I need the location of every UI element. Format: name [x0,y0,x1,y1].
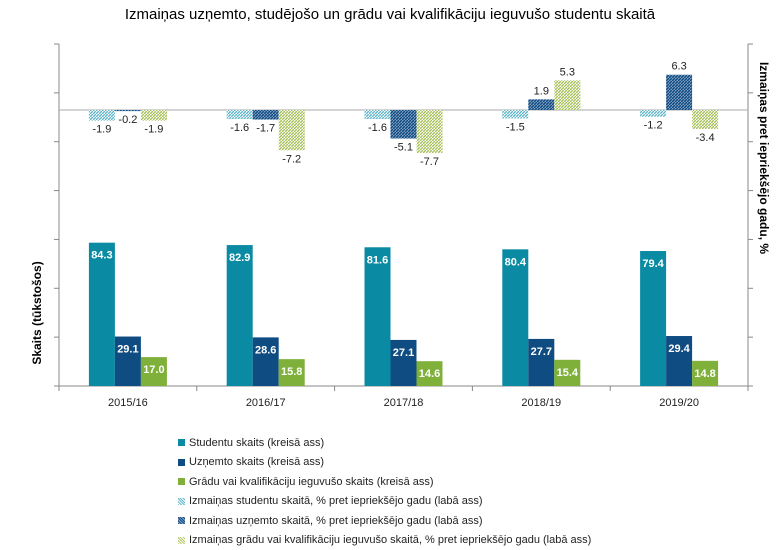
bar-izmainas-gradu [554,80,580,110]
y-axis-label-right: Izmaiņas pret iepriekšējo gadu, % [757,62,771,254]
bar-studentu-skaits [640,251,666,386]
data-label: 84.3 [91,250,112,262]
legend-swatch [178,478,185,485]
data-label: -7.7 [420,156,439,168]
data-label: 81.6 [367,254,388,266]
chart-plot: 2015/16 84.3 29.1 17.0 -1.9 -0.2 -1.9 2016/17 82… [0,0,780,430]
bar-izmainas-studentu [640,110,666,117]
legend-label: Uzņemto skaits (kreisā ass) [189,456,324,468]
bar-izmainas-uznemto [391,110,417,139]
legend-label: Izmaiņas studentu skaitā, % pret iepriek… [189,495,483,507]
data-label: 79.4 [642,258,664,270]
legend-label: Izmaiņas grādu vai kvalifikāciju ieguvuš… [189,534,591,546]
legend: Studentu skaits (kreisā ass) Uzņemto ska… [178,433,591,550]
data-label: -5.1 [394,142,413,154]
bar-izmainas-uznemto [115,110,141,111]
bar-studentu-skaits [89,243,115,386]
bar-izmainas-uznemto [666,75,692,110]
bar-studentu-skaits [365,247,391,386]
bar-izmainas-uznemto [528,99,554,110]
data-label: 14.8 [694,368,715,380]
legend-item: Izmaiņas studentu skaitā, % pret iepriek… [178,492,591,512]
legend-label: Studentu skaits (kreisā ass) [189,437,324,449]
legend-swatch [178,439,185,446]
data-label: 6.3 [671,61,686,73]
data-label: 27.7 [531,346,552,358]
legend-item: Izmaiņas grādu vai kvalifikāciju ieguvuš… [178,531,591,550]
data-label: -1.6 [368,122,387,134]
bar-studentu-skaits [227,245,253,386]
data-label: 14.6 [419,368,440,380]
bar-izmainas-gradu [279,110,305,150]
data-label: 17.0 [143,364,164,376]
data-label: 15.4 [557,367,579,379]
data-label: -1.5 [506,121,525,133]
legend-item: Studentu skaits (kreisā ass) [178,433,591,453]
legend-item: Uzņemto skaits (kreisā ass) [178,453,591,473]
bar-izmainas-studentu [89,110,115,121]
data-label: 5.3 [560,66,575,78]
data-label: -1.6 [230,122,249,134]
data-label: 15.8 [281,366,302,378]
bar-izmainas-studentu [365,110,391,119]
x-tick-label: 2015/16 [108,397,148,409]
legend-swatch [178,517,185,524]
legend-swatch [178,459,185,466]
legend-item: Izmaiņas uzņemto skaitā, % pret iepriekš… [178,511,591,531]
legend-label: Izmaiņas uzņemto skaitā, % pret iepriekš… [189,515,482,527]
y-axis-label-left: Skaits (tūkstošos) [30,261,44,364]
bar-studentu-skaits [502,249,528,386]
bar-izmainas-studentu [227,110,253,119]
bar-izmainas-uznemto [253,110,279,120]
x-tick-label: 2018/19 [521,397,561,409]
bar-izmainas-gradu [692,110,718,129]
data-label: -1.2 [644,120,663,132]
data-label: -7.2 [282,153,301,165]
data-label: -0.2 [118,114,137,126]
data-label: 1.9 [534,85,549,97]
data-label: -1.9 [144,124,163,136]
data-label: 82.9 [229,252,250,264]
data-label: 27.1 [393,347,414,359]
bar-izmainas-gradu [417,110,443,153]
data-label: -1.7 [256,123,275,135]
legend-swatch [178,498,185,505]
bar-izmainas-studentu [502,110,528,118]
data-label: -3.4 [696,132,715,144]
legend-swatch [178,537,185,544]
data-label: 80.4 [505,256,527,268]
data-label: 28.6 [255,344,276,356]
data-label: -1.9 [92,124,111,136]
data-label: 29.1 [117,344,138,356]
bar-izmainas-gradu [141,110,167,121]
data-label: 29.4 [668,343,690,355]
legend-label: Grādu vai kvalifikāciju ieguvušo skaits … [189,476,434,488]
legend-item: Grādu vai kvalifikāciju ieguvušo skaits … [178,472,591,492]
x-tick-label: 2017/18 [384,397,424,409]
x-tick-label: 2019/20 [659,397,699,409]
x-tick-label: 2016/17 [246,397,286,409]
